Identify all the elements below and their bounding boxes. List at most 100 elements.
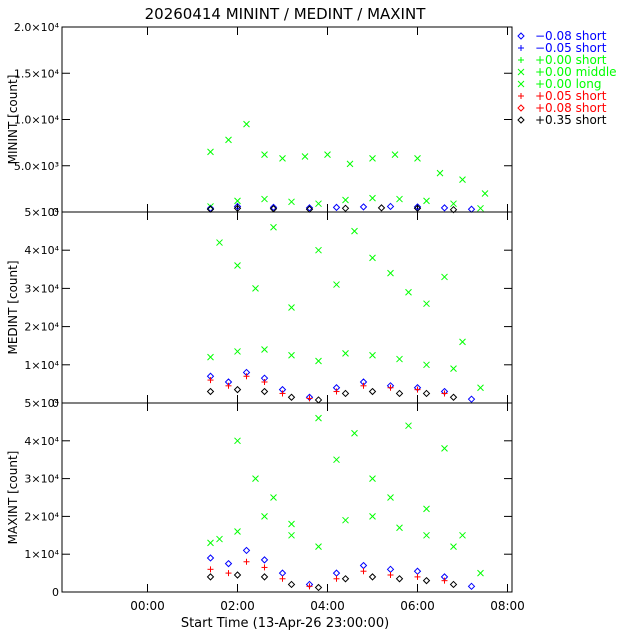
data-point — [287, 393, 296, 401]
data-point — [377, 204, 386, 212]
series-group — [206, 368, 476, 403]
y-tick-label: 2.0×10⁴ — [14, 21, 60, 34]
y-tick-label: 4×10⁴ — [24, 435, 59, 448]
data-point — [351, 227, 358, 235]
legend-label: +0.00 long — [535, 77, 602, 91]
data-point — [467, 395, 476, 403]
data-point — [395, 575, 404, 583]
y-tick-label: 1×10⁴ — [24, 548, 59, 561]
data-point — [459, 338, 466, 346]
data-point — [270, 223, 277, 231]
data-point — [423, 300, 430, 308]
series-group — [206, 202, 476, 213]
data-point — [450, 365, 457, 372]
legend-label: +0.00 middle — [535, 65, 617, 79]
y-tick-label: 3×10⁴ — [24, 473, 59, 486]
data-point — [224, 559, 233, 568]
data-point — [306, 395, 313, 402]
x-tick-label: 00:00 — [130, 599, 165, 613]
data-point — [342, 349, 349, 357]
data-point — [351, 429, 358, 437]
data-point — [387, 269, 394, 277]
data-point — [207, 353, 214, 361]
legend-label: +0.00 short — [535, 53, 607, 67]
panel-frame — [61, 211, 513, 404]
data-point — [423, 531, 430, 539]
legend-label: +0.05 short — [535, 89, 607, 103]
data-point — [288, 198, 295, 206]
data-point — [206, 554, 215, 562]
data-point — [207, 148, 214, 156]
data-point — [306, 583, 313, 590]
data-point — [207, 539, 214, 547]
series-group — [207, 194, 484, 212]
data-point — [467, 205, 476, 213]
data-point — [242, 546, 251, 555]
y-axis-label: MAXINT [count] — [6, 451, 20, 545]
data-point — [333, 388, 340, 395]
data-point — [459, 176, 466, 183]
data-point — [332, 569, 341, 577]
data-point — [288, 304, 295, 311]
data-point — [206, 387, 215, 396]
panel-3: 0 1×10⁴ 2×10⁴ 3×10⁴ 4×10⁴ 5×10⁴ 00:00 02:00 04:0… — [6, 397, 525, 613]
data-point — [279, 390, 286, 397]
series-group — [207, 120, 489, 197]
data-point — [341, 389, 350, 398]
data-point — [234, 197, 241, 205]
data-point — [207, 566, 214, 573]
legend-label: −0.05 short — [535, 41, 607, 55]
legend-marker — [518, 57, 524, 63]
data-point — [288, 520, 295, 528]
data-point — [305, 204, 314, 212]
data-point — [315, 357, 322, 365]
legend: −0.08 short−0.05 short+0.00 short+0.00 m… — [517, 29, 617, 127]
data-point — [314, 583, 323, 592]
data-point — [369, 475, 376, 482]
data-point — [359, 203, 368, 211]
data-point — [423, 361, 430, 369]
data-point — [216, 239, 223, 246]
y-tick-label: 5×10⁴ — [24, 397, 59, 410]
data-point — [441, 273, 448, 281]
data-point — [413, 204, 422, 213]
data-point — [423, 197, 430, 205]
x-tick-label: 02:00 — [220, 599, 255, 613]
legend-item: +0.00 short — [518, 53, 607, 67]
data-point — [324, 151, 331, 159]
legend-marker — [517, 80, 525, 88]
data-point — [386, 565, 395, 574]
data-point — [414, 386, 421, 393]
series-group — [206, 571, 458, 592]
series-group — [207, 513, 484, 577]
y-tick-label: 2×10⁴ — [24, 510, 59, 523]
legend-item: +0.35 short — [517, 113, 607, 127]
data-point — [387, 384, 394, 391]
legend-marker — [518, 45, 524, 51]
data-point — [333, 575, 340, 582]
data-point — [243, 120, 250, 128]
legend-marker — [517, 104, 525, 112]
data-point — [252, 285, 259, 292]
data-point — [288, 531, 295, 539]
data-point — [467, 582, 476, 591]
y-tick-label: 1.5×10⁴ — [14, 67, 60, 80]
x-tick-label: 06:00 — [400, 599, 435, 613]
series-group — [206, 546, 476, 591]
data-point — [261, 378, 268, 385]
data-point — [477, 204, 484, 212]
data-point — [315, 414, 322, 422]
data-point — [332, 203, 341, 212]
data-point — [234, 528, 241, 535]
data-point — [481, 190, 489, 197]
legend-item: +0.00 long — [517, 77, 602, 91]
y-tick-label: 3×10⁴ — [24, 282, 59, 295]
data-point — [243, 558, 250, 565]
plot-panels: 0 5.0×10³ 1.0×10⁴ 1.5×10⁴ 2.0×10⁴ MININT [cou… — [6, 21, 525, 613]
data-point — [369, 194, 376, 202]
data-point — [413, 203, 422, 211]
data-point — [288, 351, 295, 359]
data-point — [225, 382, 232, 389]
legend-item: +0.00 middle — [517, 65, 617, 79]
